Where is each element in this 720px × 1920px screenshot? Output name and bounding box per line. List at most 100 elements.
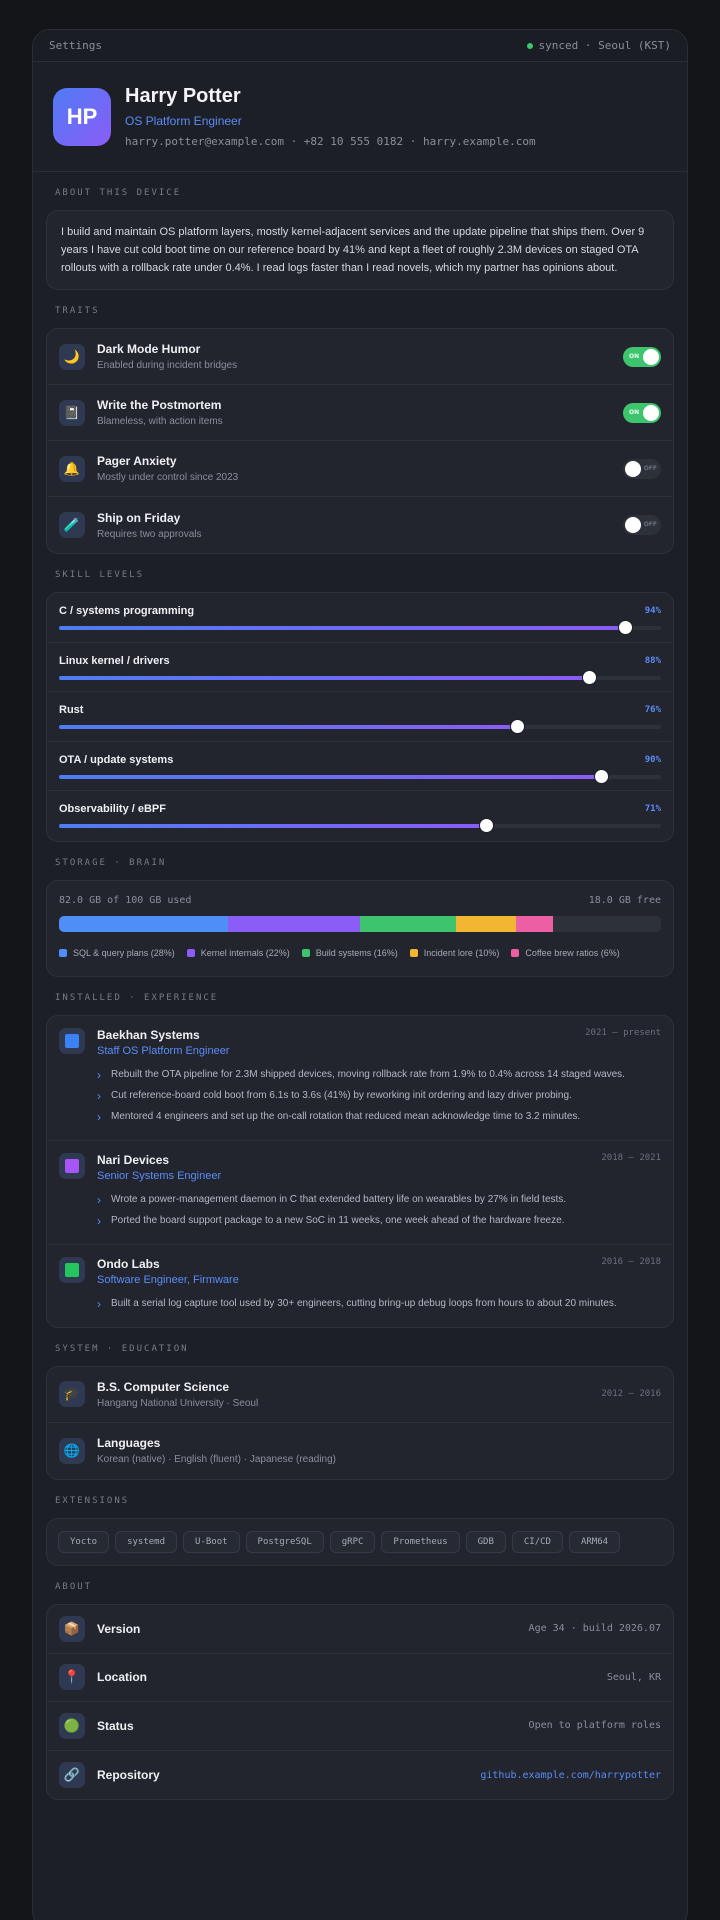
link-icon: 🔗 bbox=[59, 1762, 85, 1789]
extension-chip[interactable]: Yocto bbox=[58, 1530, 110, 1553]
about-row: 🔗 Repository github.example.com/harrypotte… bbox=[47, 1751, 673, 1800]
section-label-experience: INSTALLED · EXPERIENCE bbox=[55, 992, 219, 1003]
trait-toggle[interactable]: OFF bbox=[623, 458, 661, 479]
trait-subtitle: Enabled during incident bridges bbox=[97, 360, 238, 371]
about-label: Repository bbox=[97, 1768, 160, 1783]
legend-label: Build systems (16%) bbox=[315, 947, 398, 958]
legend-swatch bbox=[59, 948, 67, 957]
skill-slider[interactable] bbox=[59, 670, 661, 684]
company-square bbox=[65, 1158, 79, 1173]
education-row: 🌐 Languages Korean (native) · English (flu… bbox=[47, 1423, 673, 1479]
extension-chip[interactable]: PostgreSQL bbox=[245, 1530, 324, 1553]
sync-status-text: synced · Seoul (KST) bbox=[538, 39, 671, 52]
skill-fill bbox=[59, 774, 601, 779]
skill-slider[interactable] bbox=[59, 769, 661, 783]
repository-link[interactable]: github.example.com/harrypotter bbox=[480, 1769, 661, 1781]
extension-chip[interactable]: ARM64 bbox=[568, 1530, 621, 1553]
job-bullet: Cut reference-board cold boot from 6.1s … bbox=[97, 1088, 661, 1104]
skill-slider-thumb[interactable] bbox=[510, 720, 524, 734]
job-bullets: Wrote a power-management daemon in C tha… bbox=[97, 1192, 661, 1229]
section-label-storage: STORAGE · BRAIN bbox=[55, 857, 167, 868]
trait-toggle[interactable]: OFF bbox=[623, 515, 661, 535]
storage-segment bbox=[516, 915, 553, 932]
skill-fill bbox=[59, 675, 589, 680]
profile-name: Harry Potter bbox=[125, 85, 241, 107]
about-value: Age 34 · build 2026.07 bbox=[528, 1623, 661, 1635]
sync-status: synced · Seoul (KST) bbox=[526, 39, 671, 52]
extension-chip[interactable]: systemd bbox=[115, 1530, 178, 1553]
extension-chip[interactable]: CI/CD bbox=[511, 1530, 563, 1553]
education-subtitle: Korean (native) · English (fluent) · Jap… bbox=[97, 1454, 337, 1466]
skill-fill bbox=[59, 626, 625, 630]
skill-slider[interactable] bbox=[59, 720, 661, 734]
company-name: Baekhan Systems bbox=[97, 1027, 200, 1042]
titlebar: Settings synced · Seoul (KST) bbox=[33, 30, 687, 62]
syringe-icon: 🧪 bbox=[59, 512, 85, 538]
skill-percent: 90% bbox=[644, 754, 661, 765]
avatar: HP bbox=[53, 87, 111, 146]
skill-name: OTA / update systems bbox=[59, 753, 174, 766]
job-bullet: Mentored 4 engineers and set up the on-c… bbox=[97, 1109, 661, 1125]
skills-card: C / systems programming 94% Linux kernel /… bbox=[46, 592, 674, 842]
skill-slider[interactable] bbox=[59, 621, 661, 634]
trait-title: Pager Anxiety bbox=[97, 454, 177, 468]
extension-chip[interactable]: Prometheus bbox=[381, 1530, 460, 1553]
job-bullet: Wrote a power-management daemon in C tha… bbox=[97, 1192, 661, 1208]
skill-name: C / systems programming bbox=[59, 605, 195, 617]
toggle-knob[interactable] bbox=[625, 460, 641, 477]
storage-segment bbox=[359, 915, 457, 932]
skill-percent: 71% bbox=[644, 804, 661, 815]
status-dot-icon: 🟢 bbox=[59, 1712, 85, 1739]
company-square bbox=[65, 1262, 79, 1277]
skill-row: Linux kernel / drivers 88% bbox=[47, 643, 673, 693]
skill-slider-thumb[interactable] bbox=[618, 621, 632, 634]
job-entry: Baekhan Systems 2021 – present Staff OS Pl… bbox=[47, 1016, 673, 1141]
section-label-education: SYSTEM · EDUCATION bbox=[55, 1343, 189, 1354]
toggle-knob[interactable] bbox=[643, 404, 659, 421]
trait-subtitle: Requires two approvals bbox=[97, 528, 202, 540]
section-label-skills: SKILL LEVELS bbox=[55, 570, 145, 580]
legend-swatch bbox=[186, 948, 195, 957]
settings-window: Settings synced · Seoul (KST) HP Harry P… bbox=[32, 29, 688, 1920]
legend-label: Kernel internals (22%) bbox=[200, 947, 290, 958]
skill-name: Observability / eBPF bbox=[59, 803, 166, 816]
toggle-knob[interactable] bbox=[625, 517, 641, 533]
about-card: 📦 Version Age 34 · build 2026.07 📍 Location S… bbox=[46, 1603, 674, 1801]
about-row: 📍 Location Seoul, KR bbox=[47, 1654, 673, 1703]
extension-chip[interactable]: gRPC bbox=[329, 1530, 376, 1553]
about-row: 📦 Version Age 34 · build 2026.07 bbox=[47, 1605, 673, 1654]
bell-icon: 🔔 bbox=[59, 455, 85, 482]
about-device-card: I build and maintain OS platform layers,… bbox=[46, 210, 674, 290]
legend-item: Incident lore (10%) bbox=[409, 940, 500, 966]
company-square bbox=[65, 1033, 79, 1048]
trait-title: Dark Mode Humor bbox=[97, 342, 201, 356]
storage-free: 18.0 GB free bbox=[588, 894, 661, 906]
purple-square-icon bbox=[59, 1152, 85, 1179]
skill-slider[interactable] bbox=[59, 819, 661, 833]
trait-title: Write the Postmortem bbox=[97, 398, 222, 412]
toggle-knob[interactable] bbox=[643, 348, 659, 365]
skill-slider-thumb[interactable] bbox=[582, 670, 596, 684]
education-title: Languages bbox=[97, 1436, 161, 1451]
extension-chip[interactable]: GDB bbox=[465, 1530, 506, 1553]
job-bullets: Built a serial log capture tool used by … bbox=[97, 1296, 661, 1312]
notebook-icon: 📓 bbox=[59, 399, 85, 426]
legend-item: SQL & query plans (28%) bbox=[59, 940, 175, 966]
legend-label: Incident lore (10%) bbox=[423, 947, 500, 958]
trait-toggle[interactable]: ON bbox=[623, 402, 661, 423]
pin-icon: 📍 bbox=[59, 1664, 85, 1691]
job-role: Software Engineer, Firmware bbox=[97, 1273, 239, 1286]
skill-row: Observability / eBPF 71% bbox=[47, 791, 673, 841]
extension-chip[interactable]: U-Boot bbox=[183, 1530, 240, 1553]
job-dates: 2021 – present bbox=[585, 1027, 661, 1038]
about-label: Version bbox=[97, 1621, 141, 1636]
skill-slider-thumb[interactable] bbox=[594, 769, 608, 783]
legend-item: Build systems (16%) bbox=[301, 940, 398, 966]
legend-swatch bbox=[511, 948, 520, 957]
trait-toggle[interactable]: ON bbox=[623, 346, 661, 367]
legend-label: Coffee brew ratios (6%) bbox=[525, 947, 620, 958]
trait-row: 🧪 Ship on Friday Requires two approvals OFF bbox=[47, 497, 673, 553]
package-icon: 📦 bbox=[59, 1615, 85, 1642]
skill-slider-thumb[interactable] bbox=[480, 819, 494, 833]
green-square-icon bbox=[59, 1256, 85, 1283]
